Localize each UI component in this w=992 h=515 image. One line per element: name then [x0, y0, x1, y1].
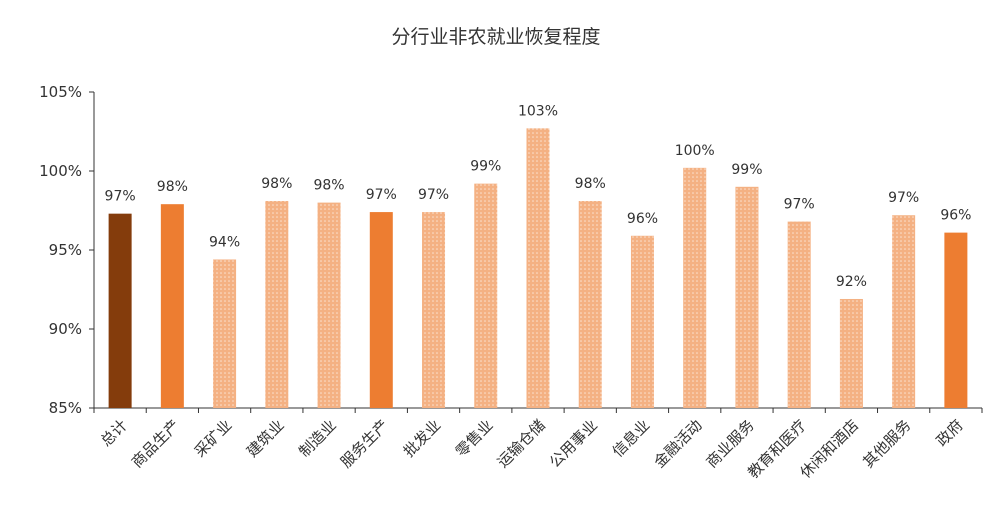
x-tick-label: 信息业 [609, 416, 654, 461]
data-label: 98% [313, 178, 344, 194]
data-label: 97% [888, 190, 919, 206]
x-tick-label: 建筑业 [243, 416, 288, 461]
y-tick-label: 85% [49, 399, 82, 417]
bar [108, 213, 132, 408]
x-tick-label: 采矿业 [191, 416, 236, 461]
bar [630, 235, 654, 408]
data-label: 94% [209, 234, 240, 250]
data-label: 97% [784, 197, 815, 213]
bar [265, 201, 289, 408]
bar [369, 212, 393, 408]
data-label: 97% [366, 187, 397, 203]
x-tick-label: 公用事业 [546, 416, 601, 471]
bar [787, 221, 811, 408]
x-tick-label: 总计 [97, 416, 131, 450]
x-tick-label: 服务生产 [337, 416, 392, 471]
data-label: 99% [731, 162, 762, 178]
x-tick-label: 零售业 [452, 416, 497, 461]
x-tick-label: 政府 [933, 416, 967, 450]
y-tick-label: 90% [49, 320, 82, 338]
data-label: 92% [836, 274, 867, 290]
bar [683, 167, 707, 408]
bar [892, 215, 916, 408]
data-label: 99% [470, 159, 501, 175]
bar [160, 204, 184, 408]
bar [578, 201, 602, 408]
bar [526, 128, 550, 408]
y-tick-label: 105% [39, 83, 82, 101]
data-label: 100% [675, 143, 715, 159]
y-tick-label: 100% [39, 162, 82, 180]
data-label: 98% [157, 179, 188, 195]
data-labels: 97% 98% 94% 98% 98% 97% 97% 99% 103% 98% 96% 100% 99… [105, 103, 972, 290]
data-label: 103% [518, 103, 558, 119]
bar [474, 183, 498, 408]
y-tick-label: 95% [49, 241, 82, 259]
data-label: 98% [575, 176, 606, 192]
data-label: 98% [261, 176, 292, 192]
x-tick-label: 制造业 [295, 416, 340, 461]
x-tick-label: 金融活动 [650, 416, 705, 471]
x-tick-label: 商品生产 [128, 416, 183, 471]
data-label: 96% [627, 211, 658, 227]
x-axis [93, 407, 983, 413]
bars [108, 128, 968, 408]
x-tick-label: 其他服务 [859, 416, 914, 471]
y-axis: 85% 90% 95% 100% 105% [39, 83, 95, 417]
bar [735, 186, 759, 408]
data-label: 97% [105, 189, 136, 205]
chart-title: 分行业非农就业恢复程度 [391, 26, 601, 48]
bar [839, 298, 863, 408]
bar [944, 232, 968, 408]
bar [422, 212, 446, 408]
x-tick-label: 批发业 [400, 416, 445, 461]
x-tick-label: 运输仓储 [494, 416, 549, 471]
data-label: 97% [418, 187, 449, 203]
data-label: 96% [940, 208, 971, 224]
bar [213, 259, 237, 408]
bar [317, 202, 341, 408]
